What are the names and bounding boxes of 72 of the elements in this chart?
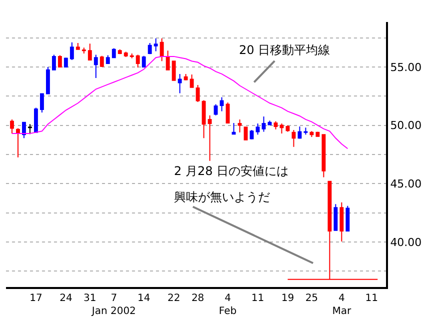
candlestick [178, 73, 182, 94]
y-tick-label: 45.00 [390, 178, 422, 191]
candlestick [22, 122, 26, 139]
candlestick [70, 42, 74, 60]
y-tick-label: 40.00 [390, 236, 422, 249]
candlestick [220, 96, 224, 112]
candlestick [58, 54, 62, 68]
candlestick [286, 124, 290, 132]
y-tick-label: 55.00 [390, 60, 422, 74]
candlestick [94, 54, 98, 79]
candlestick [190, 74, 194, 88]
candlestick [274, 120, 278, 130]
candlestick [148, 42, 152, 55]
candlestick [88, 43, 92, 60]
candlestick [292, 129, 296, 148]
candlestick [52, 54, 56, 70]
candlestick [202, 100, 206, 139]
candlestick [106, 54, 110, 64]
x-tick-label: 22 [167, 293, 180, 304]
candlestick [76, 42, 80, 50]
candlestick [28, 124, 32, 135]
candlestick [166, 50, 170, 70]
candlestick [346, 205, 350, 232]
candlestick [232, 122, 236, 135]
candlestick [334, 204, 338, 231]
candlestick [82, 47, 86, 54]
candlestick [322, 134, 326, 178]
x-tick-label: 19 [281, 293, 294, 304]
annotation: 2 月28 日の安値には [174, 164, 289, 178]
candlestick [16, 128, 20, 158]
y-tick-label: 50.00 [390, 119, 422, 132]
candlestick [340, 202, 344, 242]
candlestick [238, 118, 242, 133]
candlestick [136, 54, 140, 68]
candlestick [316, 131, 320, 137]
candlestick [34, 107, 38, 134]
candlestick [310, 130, 314, 138]
candlestick [256, 123, 260, 136]
candlestick [40, 93, 44, 113]
candlestick [154, 38, 158, 52]
candlestick [130, 53, 134, 59]
candlestick [184, 73, 188, 81]
x-tick-label: 31 [84, 293, 96, 304]
annotation: 興味が無いようだ [174, 190, 270, 204]
candlestick [304, 127, 308, 136]
candlestick [112, 48, 116, 58]
candlestick [124, 51, 128, 58]
x-tick-label: 11 [365, 293, 378, 304]
x-tick-label: 14 [137, 293, 150, 304]
x-tick-label: 28 [191, 293, 204, 304]
candlestick [262, 116, 266, 132]
candlestick [10, 118, 14, 134]
candlestick [142, 55, 146, 68]
x-tick-label: 11 [251, 293, 264, 304]
candlestick [280, 123, 284, 134]
candlestick [64, 57, 68, 68]
annotation: 20 日移動平均線 [239, 43, 330, 57]
x-tick-label: 24 [60, 293, 72, 304]
candlestick [160, 38, 164, 62]
x-tick-label: 17 [30, 293, 42, 304]
x-tick-label: 4 Mar [332, 293, 352, 317]
line-series [11, 56, 348, 150]
candlestick [172, 60, 176, 81]
candlestick [100, 55, 104, 68]
candlestick [196, 84, 200, 102]
candlestick [298, 126, 302, 140]
x-tick-label: 25 [305, 293, 318, 304]
candlestick [46, 66, 50, 94]
candlestick [208, 114, 212, 162]
candlestick [118, 48, 122, 55]
x-tick-label: 4 Feb [218, 293, 237, 317]
candlestick [214, 104, 218, 116]
